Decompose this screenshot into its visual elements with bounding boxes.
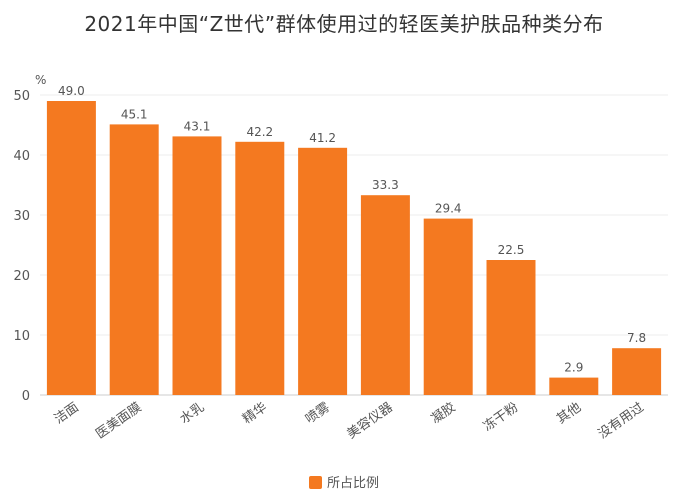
category-label: 喷雾 (303, 400, 333, 427)
category-label: 没有用过 (596, 400, 647, 442)
bar[interactable] (360, 195, 410, 395)
bar[interactable] (549, 377, 599, 395)
value-label: 43.1 (184, 119, 211, 133)
bar[interactable] (612, 348, 662, 395)
category-label: 精华 (240, 400, 270, 427)
category-label: 洁面 (52, 400, 82, 427)
legend-swatch (308, 476, 322, 489)
y-tick-label: 40 (13, 149, 30, 164)
value-label: 29.4 (435, 202, 462, 216)
value-label: 41.2 (309, 131, 336, 145)
category-label: 水乳 (177, 400, 207, 427)
category-label: 其他 (554, 400, 584, 427)
value-labels: 49.0 45.1 43.1 42.2 41.2 33.3 29.4 22.5 2.9 7.8 (58, 84, 646, 375)
value-label: 22.5 (498, 243, 525, 257)
bar[interactable] (46, 101, 96, 395)
y-tick-label: 10 (13, 329, 30, 344)
y-tick-label: 0 (22, 389, 30, 404)
y-tick-label: 20 (13, 269, 30, 284)
value-label: 2.9 (564, 361, 583, 375)
legend[interactable]: 所占比例 (0, 472, 688, 491)
bars (46, 101, 662, 396)
bar[interactable] (298, 147, 348, 395)
legend-label: 所占比例 (326, 476, 379, 491)
category-label: 医美面膜 (93, 400, 144, 442)
y-axis-ticks: 0 10 20 30 40 50 (13, 89, 30, 404)
value-label: 49.0 (58, 84, 85, 98)
value-label: 33.3 (372, 178, 399, 192)
y-tick-label: 50 (13, 89, 30, 104)
bar[interactable] (235, 141, 285, 395)
bar[interactable] (172, 136, 222, 395)
category-label: 凝胶 (428, 399, 458, 427)
bar[interactable] (109, 124, 159, 396)
value-label: 45.1 (121, 107, 148, 121)
value-label: 7.8 (627, 331, 646, 345)
y-axis-unit: % (35, 73, 46, 87)
bar[interactable] (486, 260, 536, 395)
value-label: 42.2 (246, 125, 273, 139)
category-label: 美容仪器 (344, 399, 396, 442)
bar[interactable] (423, 218, 473, 395)
category-labels: 洁面 医美面膜 水乳 精华 喷雾 美容仪器 凝胶 冻干粉 其他 没有用过 (52, 399, 647, 442)
chart-title: 2021年中国“Z世代”群体使用过的轻医美护肤品种类分布 (84, 12, 604, 36)
category-label: 冻干粉 (480, 399, 521, 434)
y-tick-label: 30 (13, 209, 30, 224)
